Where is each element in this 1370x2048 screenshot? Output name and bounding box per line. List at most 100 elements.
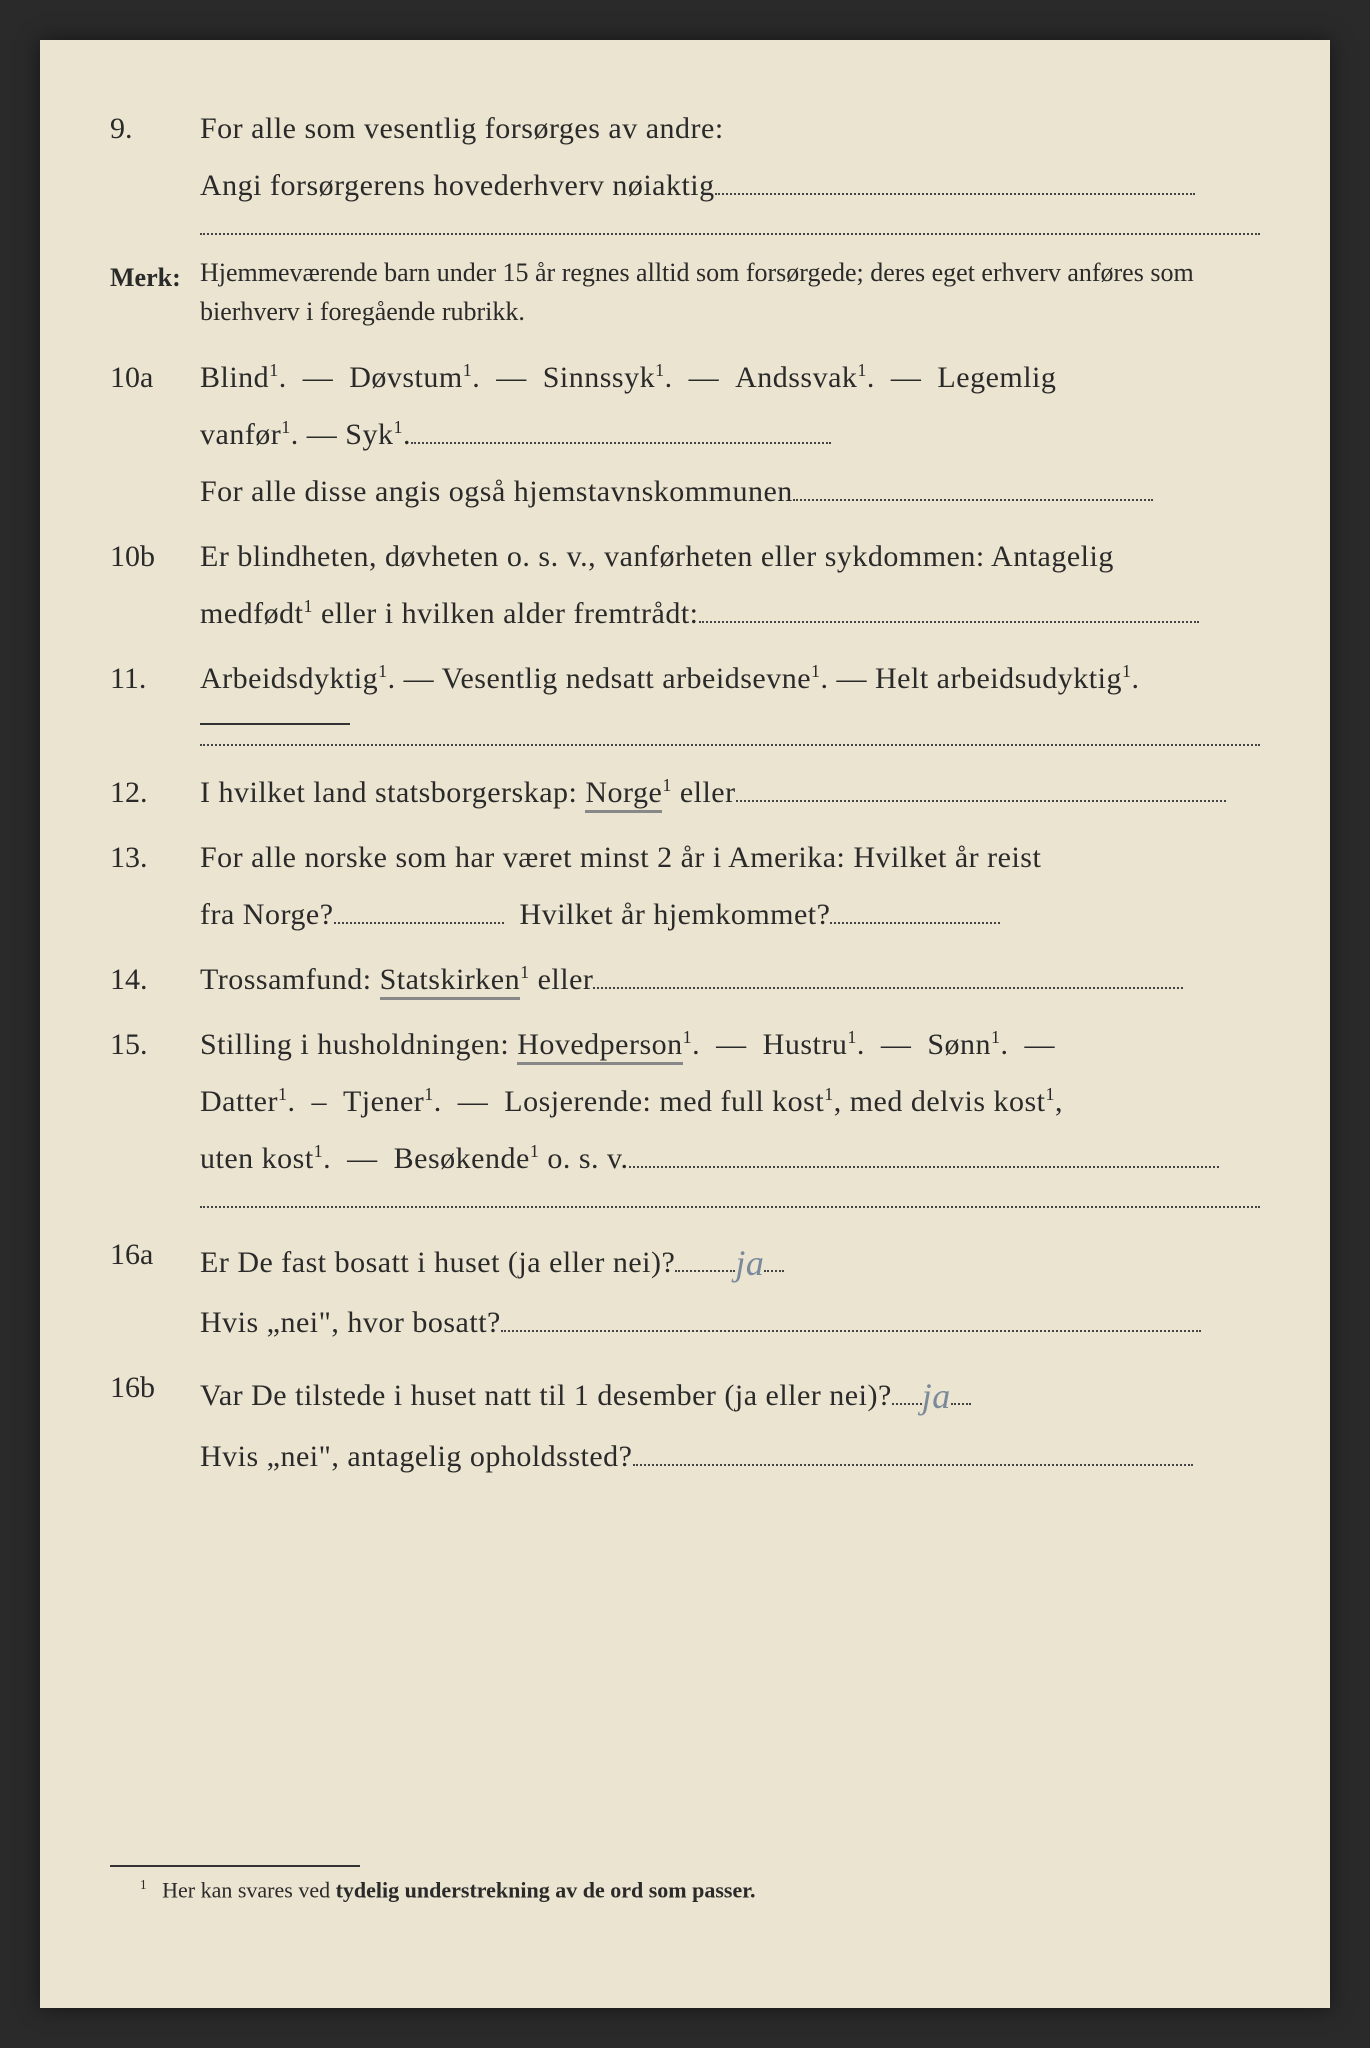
q11-content: Arbeidsdyktig1. — Vesentlig nedsatt arbe… xyxy=(200,650,1260,707)
q15-opt8[interactable]: Besøkende xyxy=(394,1142,530,1175)
q13-blank2[interactable] xyxy=(830,886,1000,924)
q11-number: 11. xyxy=(110,650,200,707)
census-form-page: 9. For alle som vesentlig forsørges av a… xyxy=(40,40,1330,2008)
q16b-blank1a[interactable] xyxy=(892,1367,922,1405)
q10b-number: 10b xyxy=(110,528,200,585)
q14-prefix: Trossamfund: xyxy=(200,963,380,996)
q10b-content: Er blindheten, døvheten o. s. v., vanfør… xyxy=(200,528,1260,642)
q16b-blank2[interactable] xyxy=(633,1428,1193,1466)
q10a-opt2[interactable]: Døvstum xyxy=(349,361,463,394)
q10a-blank1[interactable] xyxy=(411,406,831,444)
question-14: 14. Trossamfund: Statskirken1 eller xyxy=(110,951,1260,1008)
q12-underlined[interactable]: Norge xyxy=(585,776,662,813)
q16b-answer1: ja xyxy=(922,1376,951,1416)
q16a-answer1: ja xyxy=(735,1243,764,1283)
q16b-blank1b[interactable] xyxy=(951,1367,971,1405)
footnote-rule xyxy=(110,1865,360,1867)
question-15: 15. Stilling i husholdningen: Hovedperso… xyxy=(110,1016,1260,1187)
q15-suffix8: o. s. v. xyxy=(539,1142,628,1175)
q16b-line1: Var De tilstede i huset natt til 1 desem… xyxy=(200,1379,892,1412)
q10a-opt4[interactable]: Andssvak xyxy=(735,361,857,394)
q11-opt3[interactable]: Helt arbeidsudyktig xyxy=(875,662,1122,695)
q11-opt1[interactable]: Arbeidsdyktig xyxy=(200,662,378,695)
q10a-opt3[interactable]: Sinnssyk xyxy=(543,361,655,394)
q13-line2b: Hvilket år hjemkommet? xyxy=(520,898,831,931)
q9-full-line[interactable] xyxy=(200,232,1260,235)
footnote-marker: 1 xyxy=(140,1877,147,1892)
q13-line2a: fra Norge? xyxy=(200,898,334,931)
q16a-blank1b[interactable] xyxy=(764,1234,784,1272)
q14-suffix: eller xyxy=(530,963,594,996)
q10b-line2b: eller i hvilken alder fremtrådt: xyxy=(313,597,699,630)
q15-opt5[interactable]: Tjener xyxy=(343,1085,424,1118)
q16a-line2: Hvis „nei", hvor bosatt? xyxy=(200,1306,501,1339)
q10b-blank[interactable] xyxy=(699,585,1199,623)
merk-label: Merk: xyxy=(110,253,200,302)
question-10b: 10b Er blindheten, døvheten o. s. v., va… xyxy=(110,528,1260,642)
footnote-text-b: tydelig understrekning av de ord som pas… xyxy=(336,1877,756,1902)
q16a-content: Er De fast bosatt i huset (ja eller nei)… xyxy=(200,1226,1260,1351)
q12-blank[interactable] xyxy=(736,764,1226,802)
q15-opt6b[interactable]: , med delvis kost xyxy=(834,1085,1046,1118)
q14-number: 14. xyxy=(110,951,200,1008)
q10a-line3: For alle disse angis også hjemstavnskomm… xyxy=(200,475,793,508)
q16b-line2: Hvis „nei", antagelig opholdssted? xyxy=(200,1440,633,1473)
q14-blank[interactable] xyxy=(593,951,1183,989)
q15-full-line[interactable] xyxy=(200,1205,1260,1208)
q10b-line1: Er blindheten, døvheten o. s. v., vanfør… xyxy=(200,540,1114,573)
q12-suffix: eller xyxy=(672,776,736,809)
q15-underlined[interactable]: Hovedperson xyxy=(517,1028,682,1065)
merk-row: Merk: Hjemmeværende barn under 15 år reg… xyxy=(110,253,1260,331)
q15-opt2[interactable]: Hustru xyxy=(763,1028,848,1061)
q9-content: For alle som vesentlig forsørges av andr… xyxy=(200,100,1260,214)
q13-line1: For alle norske som har været minst 2 år… xyxy=(200,841,1041,874)
footnote-text-a: Her kan svares ved xyxy=(162,1877,336,1902)
question-10a: 10a Blind1. — Døvstum1. — Sinnssyk1. — A… xyxy=(110,349,1260,520)
q16a-blank1a[interactable] xyxy=(675,1234,735,1272)
question-16a: 16a Er De fast bosatt i huset (ja eller … xyxy=(110,1226,1260,1351)
q14-underlined[interactable]: Statskirken xyxy=(380,963,521,1000)
q13-blank1[interactable] xyxy=(334,886,504,924)
q11-separator xyxy=(200,722,350,725)
q15-number: 15. xyxy=(110,1016,200,1073)
question-16b: 16b Var De tilstede i huset natt til 1 d… xyxy=(110,1359,1260,1484)
q12-content: I hvilket land statsborgerskap: Norge1 e… xyxy=(200,764,1260,821)
question-12: 12. I hvilket land statsborgerskap: Norg… xyxy=(110,764,1260,821)
q16a-blank2[interactable] xyxy=(501,1294,1201,1332)
q10a-blank2[interactable] xyxy=(793,463,1153,501)
q16b-content: Var De tilstede i huset natt til 1 desem… xyxy=(200,1359,1260,1484)
q12-number: 12. xyxy=(110,764,200,821)
q16b-number: 16b xyxy=(110,1359,200,1416)
q15-opt3[interactable]: Sønn xyxy=(927,1028,991,1061)
q16a-number: 16a xyxy=(110,1226,200,1283)
q12-prefix: I hvilket land statsborgerskap: xyxy=(200,776,585,809)
q15-content: Stilling i husholdningen: Hovedperson1. … xyxy=(200,1016,1260,1187)
q13-number: 13. xyxy=(110,829,200,886)
q15-opt6a[interactable]: Losjerende: med full kost xyxy=(504,1085,824,1118)
q14-content: Trossamfund: Statskirken1 eller xyxy=(200,951,1260,1008)
q15-opt4[interactable]: Datter xyxy=(200,1085,278,1118)
footnote: 1 Her kan svares ved tydelig understrekn… xyxy=(110,1877,1260,1903)
q9-line2: Angi forsørgerens hovederhverv nøiaktig xyxy=(200,169,715,202)
q11-full-line[interactable] xyxy=(200,743,1260,746)
q15-opt7[interactable]: uten kost xyxy=(200,1142,314,1175)
q9-blank[interactable] xyxy=(715,157,1195,195)
q10a-opt7[interactable]: Syk xyxy=(345,418,393,451)
q10a-opt5[interactable]: Legemlig xyxy=(937,361,1056,394)
q11-opt2[interactable]: Vesentlig nedsatt arbeidsevne xyxy=(442,662,811,695)
question-11: 11. Arbeidsdyktig1. — Vesentlig nedsatt … xyxy=(110,650,1260,707)
question-9: 9. For alle som vesentlig forsørges av a… xyxy=(110,100,1260,214)
q15-blank[interactable] xyxy=(629,1130,1219,1168)
q10a-opt6[interactable]: vanfør xyxy=(200,418,281,451)
q9-line1: For alle som vesentlig forsørges av andr… xyxy=(200,112,724,145)
q16a-line1: Er De fast bosatt i huset (ja eller nei)… xyxy=(200,1246,675,1279)
q10b-line2a[interactable]: medfødt xyxy=(200,597,303,630)
q13-content: For alle norske som har været minst 2 år… xyxy=(200,829,1260,943)
question-13: 13. For alle norske som har været minst … xyxy=(110,829,1260,943)
q15-prefix: Stilling i husholdningen: xyxy=(200,1028,517,1061)
q10a-number: 10a xyxy=(110,349,200,406)
q10a-content: Blind1. — Døvstum1. — Sinnssyk1. — Andss… xyxy=(200,349,1260,520)
merk-text: Hjemmeværende barn under 15 år regnes al… xyxy=(200,253,1260,331)
q10a-opt1[interactable]: Blind xyxy=(200,361,269,394)
q9-number: 9. xyxy=(110,100,200,157)
